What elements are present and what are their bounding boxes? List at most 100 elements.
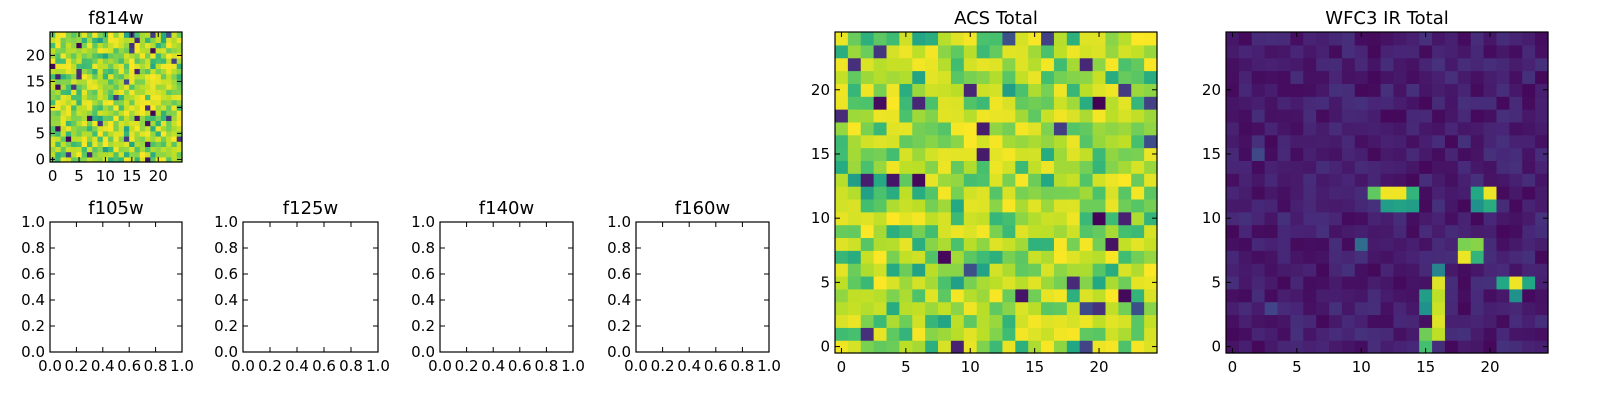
heatmap-cell (1380, 32, 1395, 46)
heatmap-cell (835, 314, 849, 328)
heatmap-cell (171, 104, 178, 111)
heatmap-cell (155, 125, 162, 132)
heatmap-cell (1509, 250, 1523, 264)
heatmap-cell (976, 70, 991, 84)
heatmap-cell (989, 250, 1004, 264)
heatmap-cell (912, 83, 926, 97)
heatmap-cell (1329, 198, 1343, 213)
heatmap-cell (113, 52, 120, 59)
heatmap-cell (925, 83, 939, 97)
heatmap-cell (1066, 327, 1081, 341)
heatmap-cell (129, 89, 136, 95)
heatmap-cell (76, 52, 83, 59)
heatmap-cell (989, 263, 1004, 277)
heatmap-cell (899, 96, 913, 110)
x-tick-label: 10 (961, 358, 980, 376)
heatmap-cell (1131, 70, 1145, 84)
heatmap-cell (1002, 147, 1016, 161)
heatmap-cell (139, 141, 146, 147)
heatmap-cell (1131, 147, 1145, 161)
heatmap-cell (102, 104, 109, 111)
heatmap-cell (145, 94, 151, 101)
heatmap-cell (1002, 198, 1016, 213)
heatmap-cell (1354, 314, 1369, 328)
heatmap-cell (86, 89, 93, 95)
heatmap-cell (950, 32, 965, 46)
heatmap-cell (860, 173, 875, 187)
heatmap-cell (71, 110, 77, 116)
heatmap-cell (1079, 57, 1094, 72)
heatmap-cell (912, 224, 926, 239)
heatmap-cell (1341, 288, 1356, 303)
heatmap-cell (1432, 186, 1446, 200)
heatmap-cell (129, 125, 136, 132)
heatmap-cell (938, 327, 952, 341)
heatmap-cell (97, 99, 104, 106)
heatmap-cell (145, 52, 151, 59)
heatmap-cell (1238, 83, 1253, 97)
heatmap-cell (1092, 121, 1107, 136)
heatmap-cell (989, 224, 1004, 239)
heatmap-cell (1522, 147, 1536, 161)
heatmap-cell (1118, 198, 1132, 213)
heatmap-cell (912, 109, 926, 123)
y-tick-label: 0.6 (411, 265, 435, 283)
heatmap-cell (1303, 275, 1317, 290)
heatmap-cell (1105, 121, 1119, 136)
heatmap-cell (938, 147, 952, 161)
heatmap-cell (155, 68, 162, 75)
heatmap-cell (1015, 160, 1029, 174)
heatmap-cell (950, 96, 965, 110)
heatmap-cell (1496, 211, 1510, 226)
heatmap-cell (76, 110, 83, 116)
heatmap-cell (1354, 70, 1369, 84)
heatmap-cell (1380, 70, 1395, 84)
heatmap-cell (1028, 83, 1042, 97)
heatmap-cell (108, 73, 114, 80)
heatmap-cell (1393, 83, 1407, 97)
heatmap-cell (1406, 211, 1420, 226)
heatmap-cell (1041, 250, 1055, 264)
heatmap-cell (1380, 96, 1395, 110)
heatmap-cell (1251, 301, 1266, 316)
heatmap-cell (118, 151, 125, 158)
heatmap-cell (1028, 250, 1042, 264)
heatmap-cell (1118, 301, 1132, 316)
x-tick-label: 0.4 (677, 357, 701, 375)
heatmap-cell (102, 130, 109, 137)
heatmap-cell (963, 70, 978, 84)
heatmap-cell (129, 52, 136, 59)
y-tick-label: 15 (811, 145, 830, 163)
heatmap-cell (108, 99, 114, 106)
heatmap-cell (1354, 160, 1369, 174)
heatmap-cell (1457, 340, 1472, 354)
heatmap-cell (60, 156, 67, 163)
heatmap-cell (60, 130, 67, 137)
heatmap-cell (1419, 160, 1433, 174)
heatmap-cell (976, 134, 991, 149)
heatmap-cell (81, 47, 88, 54)
heatmap-cell (50, 63, 56, 69)
heatmap-cell (92, 32, 99, 38)
heatmap-cell (886, 237, 900, 251)
heatmap-cell (1354, 186, 1369, 200)
heatmap-cell (113, 110, 120, 116)
heatmap-cell (92, 110, 99, 116)
heatmap-cell (123, 130, 130, 137)
heatmap-cell (1105, 198, 1119, 213)
heatmap-cell (102, 110, 109, 116)
heatmap-cell (950, 340, 965, 354)
heatmap-cell (1002, 109, 1016, 123)
heatmap-cell (976, 211, 991, 226)
heatmap-cell (71, 141, 77, 147)
heatmap-cell (1354, 121, 1369, 136)
heatmap-cell (50, 125, 56, 132)
heatmap-cell (1470, 288, 1485, 303)
heatmap-cell (899, 32, 913, 46)
heatmap-cell (113, 115, 120, 121)
heatmap-cell (102, 52, 109, 59)
heatmap-cell (1419, 314, 1433, 328)
heatmap-cell (86, 78, 93, 85)
heatmap-cell (1303, 224, 1317, 239)
heatmap-cell (60, 125, 67, 132)
